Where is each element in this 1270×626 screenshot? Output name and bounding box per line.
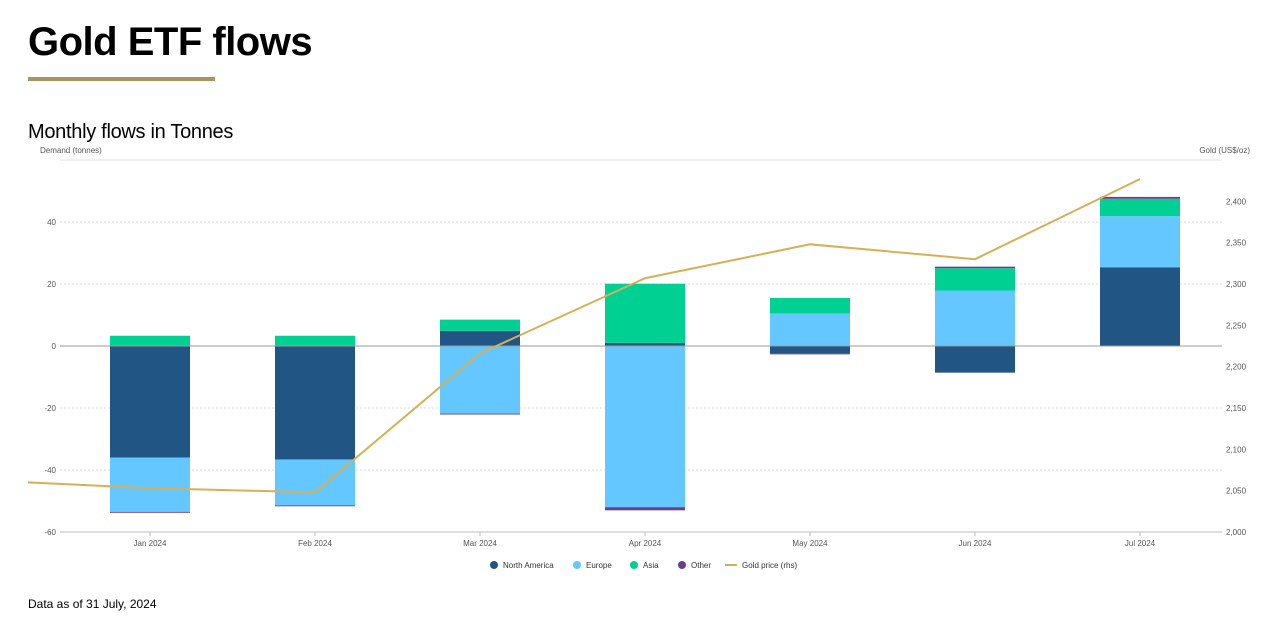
legend-item-europe[interactable]: Europe <box>573 561 612 570</box>
bar-north-america-jun-2024 <box>935 346 1015 373</box>
bar-north-america-jan-2024 <box>110 346 190 458</box>
y2-tick-label-2000: 2,000 <box>1226 528 1247 537</box>
bar-europe-mar-2024 <box>440 346 520 414</box>
left-y-axis: -60 -40 -20 0 20 40 <box>44 218 56 537</box>
page-title: Gold ETF flows <box>28 20 313 64</box>
bar-north-america-may-2024 <box>770 346 850 354</box>
legend-label-gold-price-rhs: Gold price (rhs) <box>742 561 797 570</box>
x-tick-label-may-2024: May 2024 <box>792 539 828 548</box>
bar-other-jan-2024 <box>110 511 190 513</box>
bar-asia-jul-2024 <box>1100 198 1180 217</box>
bar-other-may-2024 <box>770 353 850 355</box>
x-axis: Jan 2024 Feb 2024 Mar 2024 Apr 2024 May 2024… <box>134 532 1156 548</box>
bar-europe-feb-2024 <box>275 459 355 506</box>
y2-tick-label-2150: 2,150 <box>1226 404 1247 413</box>
bar-north-america-feb-2024 <box>275 346 355 460</box>
y-tick-label-40: -40 <box>44 466 56 475</box>
data-as-of-note: Data as of 31 July, 2024 <box>28 597 157 611</box>
y-tick-label-20: 20 <box>47 280 56 289</box>
legend-swatch-other <box>678 561 686 569</box>
bar-other-apr-2024 <box>605 507 685 511</box>
y-tick-label-20: -20 <box>44 404 56 413</box>
y2-tick-label-2200: 2,200 <box>1226 363 1247 372</box>
y2-axis-label: Gold (US$/oz) <box>1199 146 1250 155</box>
chart-title: Monthly flows in Tonnes <box>28 121 234 143</box>
x-tick-label-mar-2024: Mar 2024 <box>463 539 497 548</box>
legend-item-asia[interactable]: Asia <box>630 561 659 570</box>
legend-label-other: Other <box>691 561 711 570</box>
chart-legend[interactable]: North America Europe Asia Other Gold price (… <box>490 561 797 570</box>
legend-swatch-north-america <box>490 561 498 569</box>
legend-label-north-america: North America <box>503 561 554 570</box>
bar-north-america-jul-2024 <box>1100 267 1180 346</box>
x-tick-label-jan-2024: Jan 2024 <box>134 539 167 548</box>
y-axis-label: Demand (tonnes) <box>40 146 102 155</box>
legend-swatch-asia <box>630 561 638 569</box>
bar-europe-jun-2024 <box>935 290 1015 346</box>
x-tick-label-apr-2024: Apr 2024 <box>629 539 662 548</box>
bar-asia-jan-2024 <box>110 335 190 346</box>
bar-other-mar-2024 <box>440 413 520 415</box>
bar-europe-jan-2024 <box>110 457 190 512</box>
bar-north-america-mar-2024 <box>440 330 520 346</box>
gold-price-line <box>27 178 1141 494</box>
bar-europe-may-2024 <box>770 313 850 346</box>
gold-etf-flows-chart: -60 -40 -20 0 20 40 2,000 2,050 2,100 2,150 2,200… <box>27 146 1250 570</box>
legend-label-europe: Europe <box>586 561 612 570</box>
legend-item-north-america[interactable]: North America <box>490 561 554 570</box>
bar-asia-feb-2024 <box>275 335 355 346</box>
legend-item-gold-price-rhs[interactable]: Gold price (rhs) <box>725 561 797 570</box>
bar-europe-apr-2024 <box>605 346 685 508</box>
bar-other-feb-2024 <box>275 505 355 507</box>
legend-item-other[interactable]: Other <box>678 561 711 570</box>
title-accent-rule <box>28 77 215 81</box>
y-tick-label-40: 40 <box>47 218 56 227</box>
y2-tick-label-2300: 2,300 <box>1226 280 1247 289</box>
legend-swatch-europe <box>573 561 581 569</box>
x-tick-label-jun-2024: Jun 2024 <box>959 539 992 548</box>
y-tick-label-60: -60 <box>44 528 56 537</box>
bar-asia-apr-2024 <box>605 283 685 343</box>
y2-tick-label-2100: 2,100 <box>1226 445 1247 454</box>
stacked-bars <box>110 196 1180 513</box>
y-tick-label-0: 0 <box>52 342 57 351</box>
right-y-axis: 2,000 2,050 2,100 2,150 2,200 2,250 2,300 2,350… <box>1226 197 1247 537</box>
bar-europe-jul-2024 <box>1100 216 1180 268</box>
legend-label-asia: Asia <box>643 561 659 570</box>
bar-asia-mar-2024 <box>440 319 520 331</box>
bar-asia-jun-2024 <box>935 268 1015 291</box>
x-tick-label-jul-2024: Jul 2024 <box>1125 539 1156 548</box>
bar-other-jul-2024 <box>1100 196 1180 199</box>
x-tick-label-feb-2024: Feb 2024 <box>298 539 332 548</box>
y2-tick-label-2400: 2,400 <box>1226 197 1247 206</box>
gold-price-polyline <box>27 178 1141 494</box>
bar-north-america-apr-2024 <box>605 342 685 346</box>
y2-tick-label-2250: 2,250 <box>1226 321 1247 330</box>
y2-tick-label-2350: 2,350 <box>1226 239 1247 248</box>
bar-other-jun-2024 <box>935 266 1015 269</box>
bar-asia-may-2024 <box>770 297 850 314</box>
y2-tick-label-2050: 2,050 <box>1226 487 1247 496</box>
